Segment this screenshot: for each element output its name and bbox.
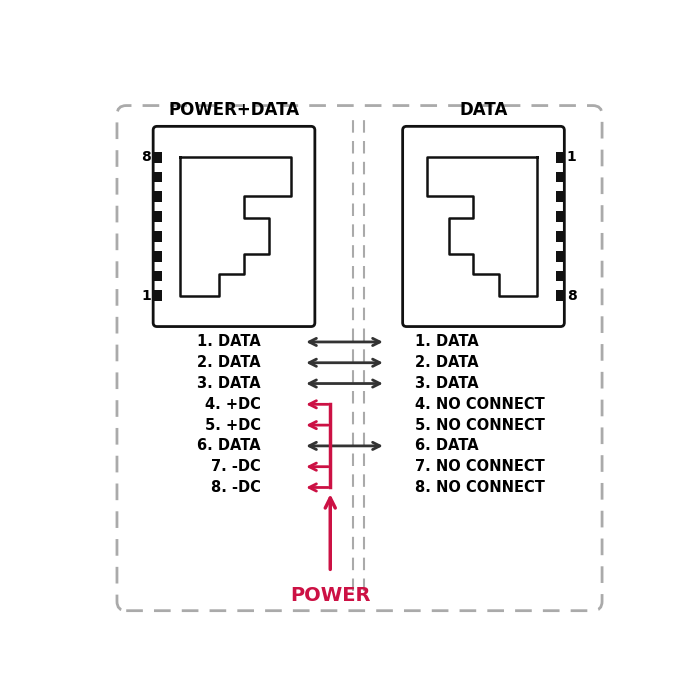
Bar [556,152,564,162]
Bar [556,251,564,262]
Bar [153,191,162,202]
Text: 4. +DC: 4. +DC [205,397,261,412]
Text: 5. NO CONNECT: 5. NO CONNECT [415,418,545,433]
Bar [556,172,564,182]
Text: POWER: POWER [290,586,370,605]
Bar [153,211,162,222]
Text: 8. NO CONNECT: 8. NO CONNECT [415,480,545,495]
Text: 6. DATA: 6. DATA [415,438,479,454]
Bar [556,191,564,202]
Text: 8: 8 [141,150,151,164]
Bar [153,231,162,241]
Text: DATA: DATA [459,101,508,118]
Bar [153,251,162,262]
Text: 3. DATA: 3. DATA [197,376,261,391]
Bar [556,271,564,281]
Text: 7. NO CONNECT: 7. NO CONNECT [415,459,545,474]
Bar [556,290,564,301]
Text: 8. -DC: 8. -DC [211,480,261,495]
Text: 2. DATA: 2. DATA [415,355,479,370]
Text: 2. DATA: 2. DATA [197,355,261,370]
Text: POWER+DATA: POWER+DATA [169,101,300,118]
Bar [153,172,162,182]
Bar [556,211,564,222]
Text: 1: 1 [567,150,576,164]
Text: 4. NO CONNECT: 4. NO CONNECT [415,397,545,412]
Text: 1. DATA: 1. DATA [415,335,479,349]
Bar [153,271,162,281]
Text: 1. DATA: 1. DATA [197,335,261,349]
Bar [556,231,564,241]
Text: 5. +DC: 5. +DC [205,418,261,433]
Text: 6. DATA: 6. DATA [197,438,261,454]
Text: 3. DATA: 3. DATA [415,376,479,391]
FancyBboxPatch shape [402,126,564,326]
Bar [153,290,162,301]
Bar [153,152,162,162]
FancyBboxPatch shape [153,126,315,326]
Text: 7. -DC: 7. -DC [211,459,261,474]
Text: 1: 1 [141,288,151,302]
Text: 8: 8 [567,288,576,302]
